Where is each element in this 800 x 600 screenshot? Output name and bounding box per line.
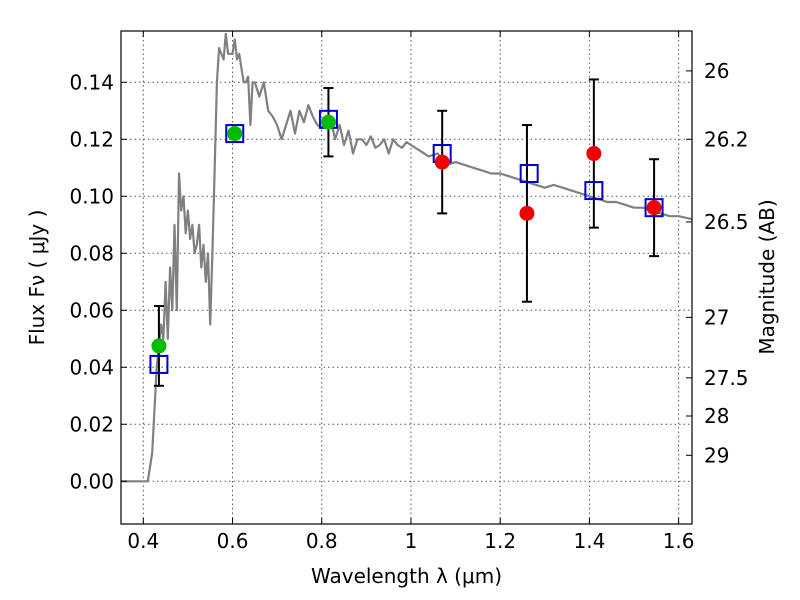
x-tick-label: 0.8 — [306, 529, 338, 553]
y-tick-label: 0.00 — [69, 469, 114, 493]
model-flux-square — [519, 163, 539, 183]
magnitude-tick-label: 27.5 — [704, 366, 749, 390]
x-tick-label: 1.2 — [484, 529, 516, 553]
magnitude-tick-label: 28 — [704, 404, 729, 428]
y-tick-label: 0.12 — [69, 127, 114, 151]
green-photometry-point — [151, 338, 167, 354]
red-photometry-point — [646, 200, 662, 216]
green-photometry-point — [227, 126, 243, 142]
axis-ticks: 0.4 0.6 0.8 1 1.2 1.4 1.6 0.00 0.02 0.04 0.06 0.08 0… — [69, 31, 749, 553]
x-tick-label: 0.6 — [217, 529, 249, 553]
x-axis-title: Wavelength λ (μm) — [311, 564, 502, 588]
right-axis-title: Magnitude (AB) — [755, 199, 779, 354]
x-tick-label: 0.4 — [127, 529, 159, 553]
red-photometry-point — [434, 154, 450, 170]
magnitude-tick-label: 26.2 — [704, 127, 749, 151]
y-tick-label: 0.14 — [69, 70, 114, 94]
red-photometry-point — [519, 205, 535, 221]
model-flux-square — [225, 124, 245, 144]
red-photometry-point — [586, 146, 602, 162]
grid-lines — [121, 31, 692, 524]
model-flux-square — [149, 354, 169, 374]
magnitude-tick-label: 26 — [704, 59, 729, 83]
y-axis-title: Flux Fν ( μJy ) — [25, 210, 49, 346]
sed-model-line — [121, 32, 693, 483]
plot-frame — [120, 30, 693, 525]
magnitude-tick-label: 29 — [704, 443, 729, 467]
model-flux-square — [644, 198, 664, 218]
x-tick-label: 1 — [405, 529, 418, 553]
y-tick-label: 0.06 — [69, 298, 114, 322]
green-photometry-point — [320, 114, 336, 130]
x-tick-label: 1.6 — [663, 529, 695, 553]
y-tick-label: 0.02 — [69, 412, 114, 436]
y-tick-label: 0.10 — [69, 184, 114, 208]
y-tick-label: 0.08 — [69, 241, 114, 265]
x-tick-label: 1.4 — [573, 529, 605, 553]
magnitude-tick-label: 27 — [704, 305, 729, 329]
plot-series — [121, 32, 693, 483]
y-tick-label: 0.04 — [69, 355, 114, 379]
magnitude-tick-label: 26.5 — [704, 210, 749, 234]
model-flux-square — [584, 181, 604, 201]
